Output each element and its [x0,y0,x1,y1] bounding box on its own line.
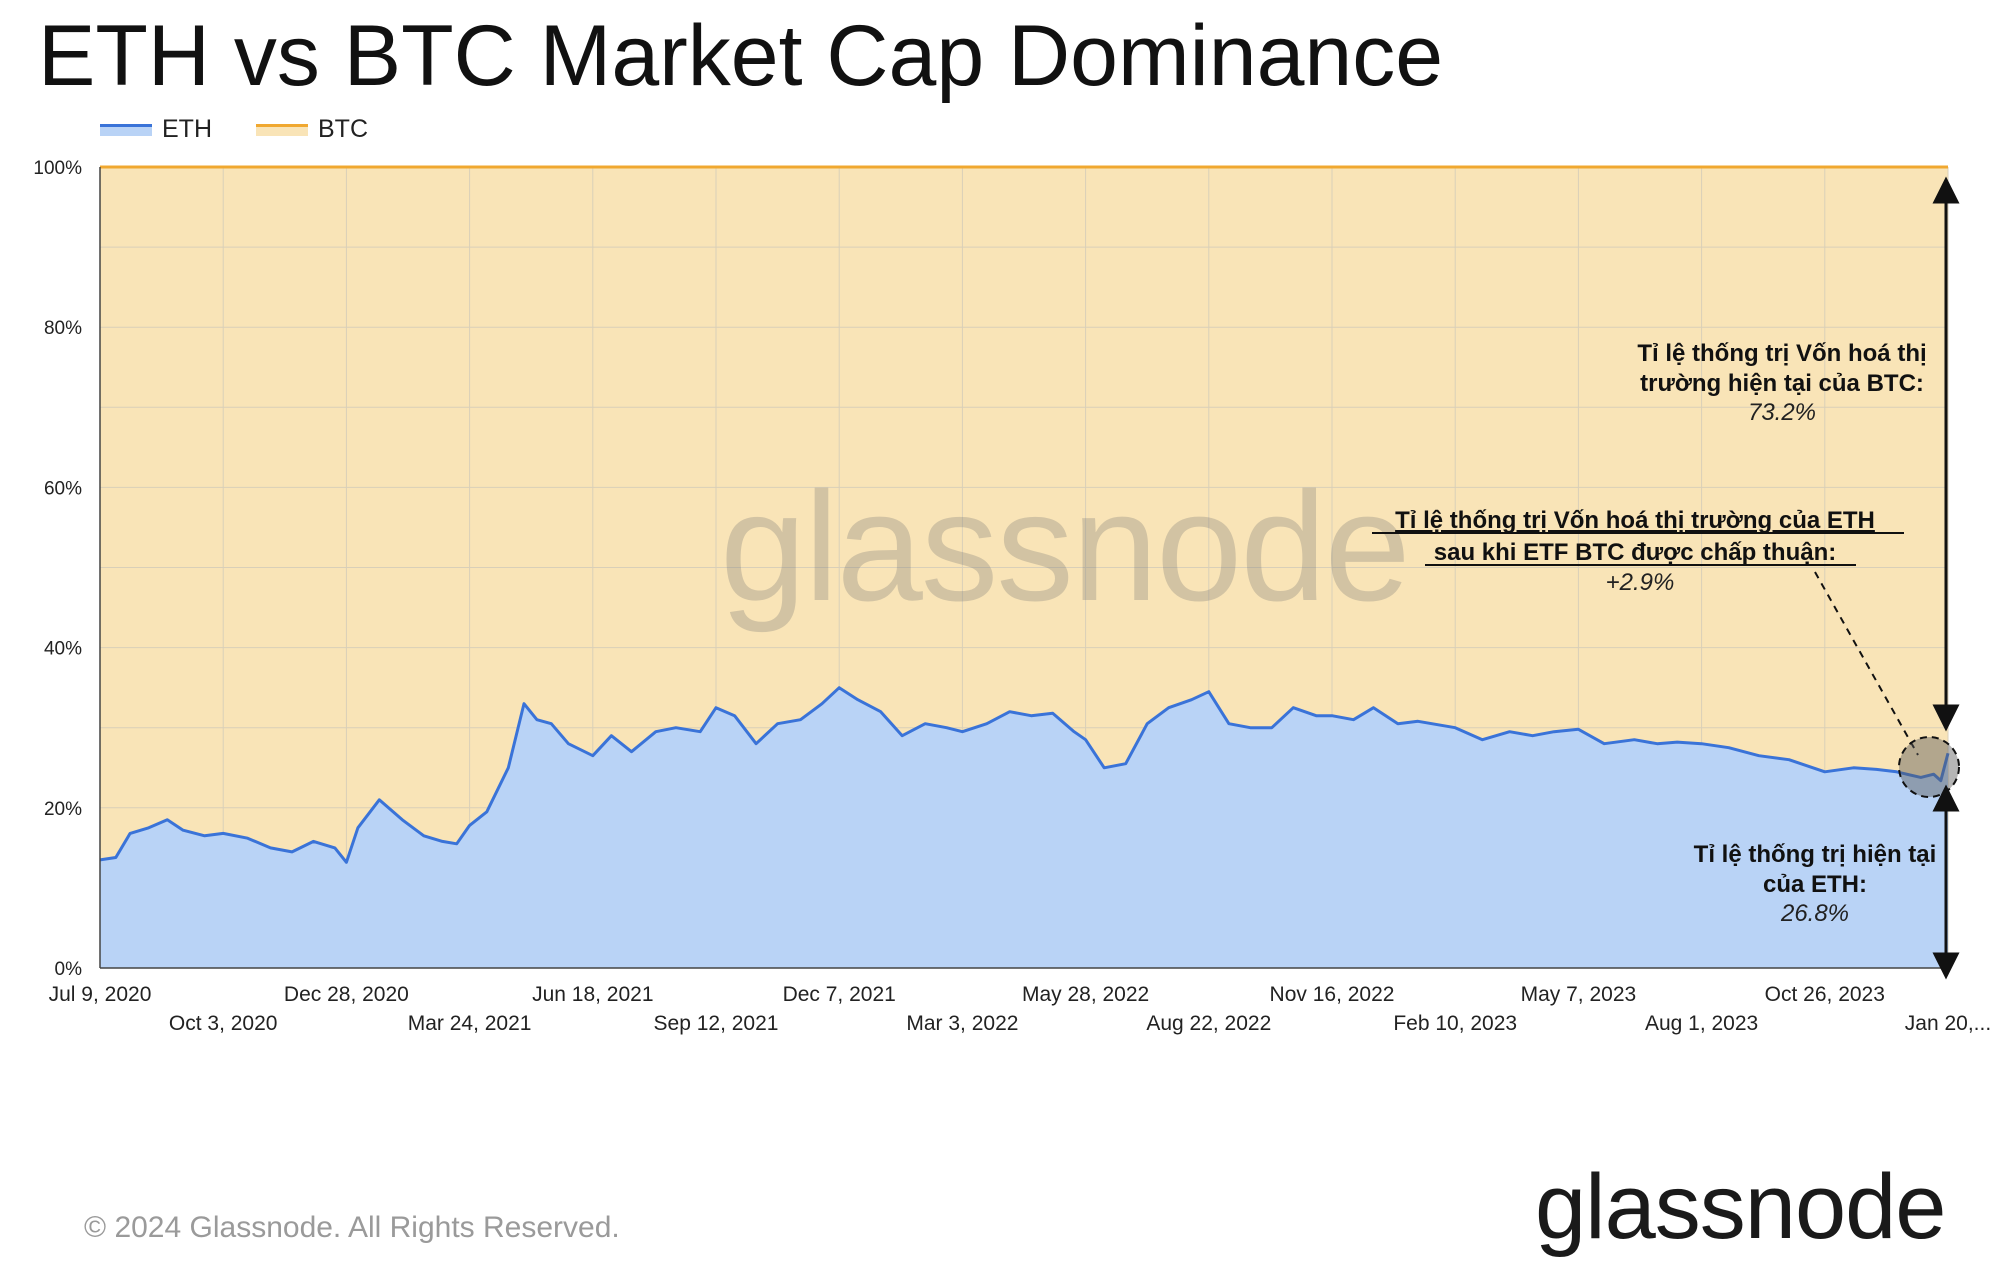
y-tick-label: 60% [44,478,82,499]
eth-area [100,687,1948,968]
annotation-eth-line1: Tỉ lệ thống trị hiện tại [1694,841,1937,868]
watermark: glassnode [720,460,1409,633]
annotation-btc-line2: trường hiện tại của BTC: [1640,370,1924,397]
x-tick-label: Dec 7, 2021 [783,983,896,1006]
y-tick-label: 20% [44,799,82,820]
eth-line [99,686,1950,864]
x-axis-ticks: Jul 9, 2020 Oct 3, 2020 Dec 28, 2020 Mar 24… [49,983,1992,1035]
x-tick-label: Dec 28, 2020 [284,983,409,1006]
x-tick-label: May 7, 2023 [1521,983,1637,1006]
annotation-etf-leader [1814,571,1919,756]
x-tick-label: Jan 20,... [1905,1012,1991,1035]
x-tick-label: Oct 3, 2020 [169,1012,278,1035]
annotation-etf-line1: Tỉ lệ thống trị Vốn hoá thị trường của E… [1395,507,1875,534]
x-tick-label: May 28, 2022 [1022,983,1149,1006]
legend-item-btc[interactable]: BTC [256,115,368,143]
glassnode-logo: glassnode [1535,1156,1945,1258]
annotation-eth-line2: của ETH: [1763,871,1867,898]
annotation-btc-value: 73.2% [1748,399,1816,426]
x-tick-label: Sep 12, 2021 [654,1012,779,1035]
copyright-text: © 2024 Glassnode. All Rights Reserved. [84,1211,620,1244]
axes [99,167,1948,969]
y-tick-label: 100% [33,158,82,179]
legend-label-eth: ETH [162,115,212,143]
legend-item-eth[interactable]: ETH [100,115,212,143]
x-tick-label: Oct 26, 2023 [1765,983,1885,1006]
annotation-btc-line1: Tỉ lệ thống trị Vốn hoá thị [1637,340,1926,367]
x-tick-label: Jul 9, 2020 [49,983,152,1006]
annotation-etf-highlight-circle [1898,736,1960,798]
y-axis-ticks: 0% 20% 40% 60% 80% 100% [33,158,82,980]
legend-label-btc: BTC [318,115,368,143]
x-tick-label: Nov 16, 2022 [1270,983,1395,1006]
annotation-etf-value: +2.9% [1606,569,1675,596]
annotation-etf-line2: sau khi ETF BTC được chấp thuận: [1434,539,1836,566]
legend: ETH BTC [100,115,368,143]
x-tick-label: Mar 3, 2022 [906,1012,1018,1035]
x-tick-label: Mar 24, 2021 [408,1012,532,1035]
annotation-eth-value: 26.8% [1780,900,1849,927]
y-tick-label: 0% [55,959,83,980]
chart-title: ETH vs BTC Market Cap Dominance [38,8,1443,104]
x-tick-label: Jun 18, 2021 [532,983,653,1006]
annotation-eth-after-etf: Tỉ lệ thống trị Vốn hoá thị trường của E… [1372,507,1960,798]
annotation-btc-current: Tỉ lệ thống trị Vốn hoá thị trường hiện … [1637,176,1960,732]
x-tick-label: Aug 1, 2023 [1645,1012,1758,1035]
legend-swatch-eth-line [100,124,152,127]
x-tick-label: Aug 22, 2022 [1146,1012,1271,1035]
y-tick-label: 40% [44,639,82,660]
annotation-eth-current: Tỉ lệ thống trị hiện tại của ETH: 26.8% [1694,784,1960,980]
y-tick-label: 80% [44,318,82,339]
x-tick-label: Feb 10, 2023 [1393,1012,1517,1035]
legend-swatch-btc-line [256,124,308,127]
